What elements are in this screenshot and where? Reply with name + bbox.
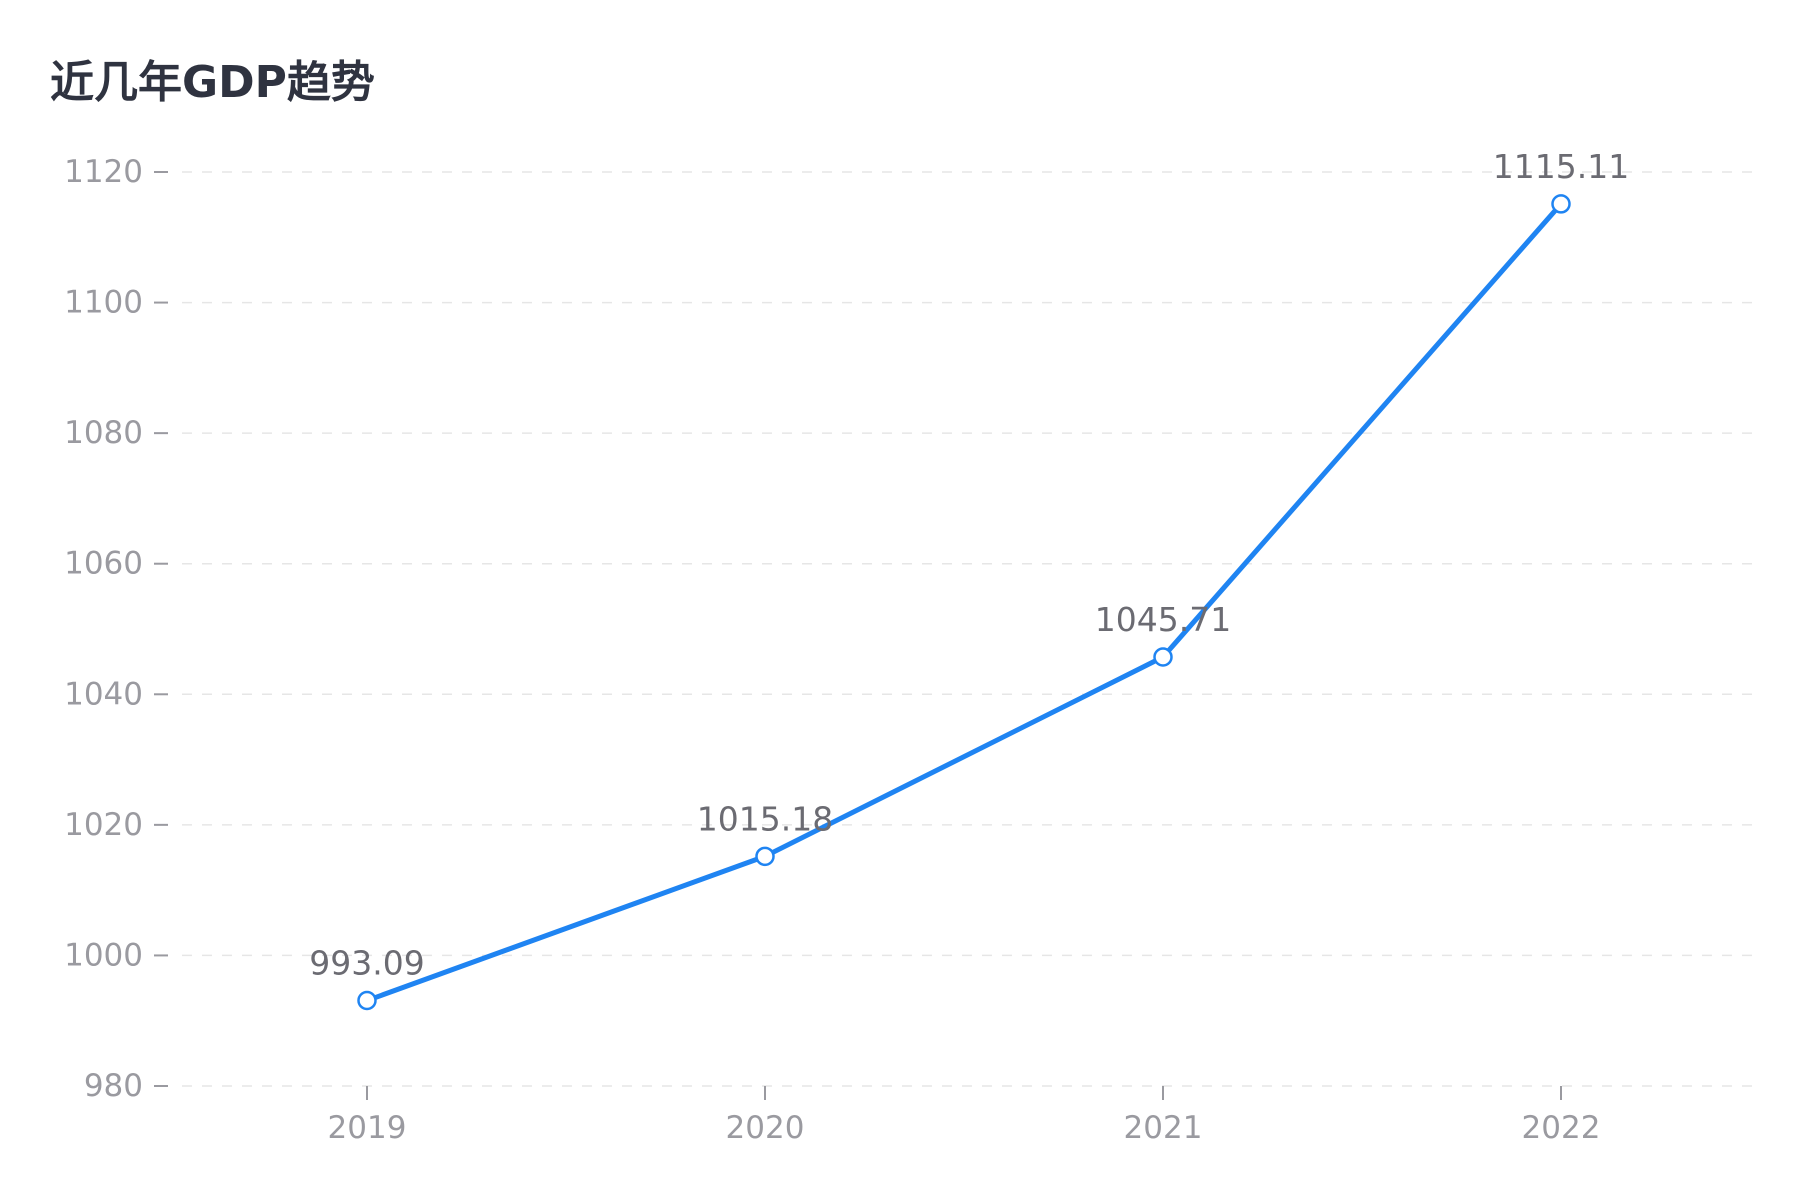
y-tick-label: 1020 [64,807,143,843]
x-tick-label: 2022 [1522,1110,1601,1146]
y-axis: 980 1000 1020 1040 1060 1080 1100 1120 [64,154,168,1104]
series [357,194,1571,1011]
x-axis: 2019 2020 2021 2022 [328,1086,1601,1146]
y-tick-label: 1100 [64,285,143,321]
y-tick-label: 1060 [64,546,143,582]
y-tick-label: 1040 [64,676,143,712]
y-tick-label: 1000 [64,937,143,973]
x-tick-label: 2020 [726,1110,805,1146]
y-tick-label: 980 [84,1068,143,1104]
gridlines [182,171,1760,1087]
data-point [357,990,377,1011]
data-label: 993.09 [309,944,424,983]
x-tick-label: 2019 [328,1110,407,1146]
data-point [755,846,775,867]
data-label: 1045.71 [1095,600,1231,639]
data-labels: 993.09 1015.18 1045.71 1115.11 [309,147,1629,983]
chart-title: 近几年GDP趋势 [50,57,375,108]
series-line [364,201,1564,1004]
data-label: 1015.18 [697,799,833,838]
x-tick-label: 2021 [1124,1110,1203,1146]
y-tick-label: 1080 [64,415,143,451]
data-label: 1115.11 [1493,147,1629,186]
y-tick-label: 1120 [64,154,143,190]
data-point [1153,647,1173,667]
data-point [1551,194,1571,214]
